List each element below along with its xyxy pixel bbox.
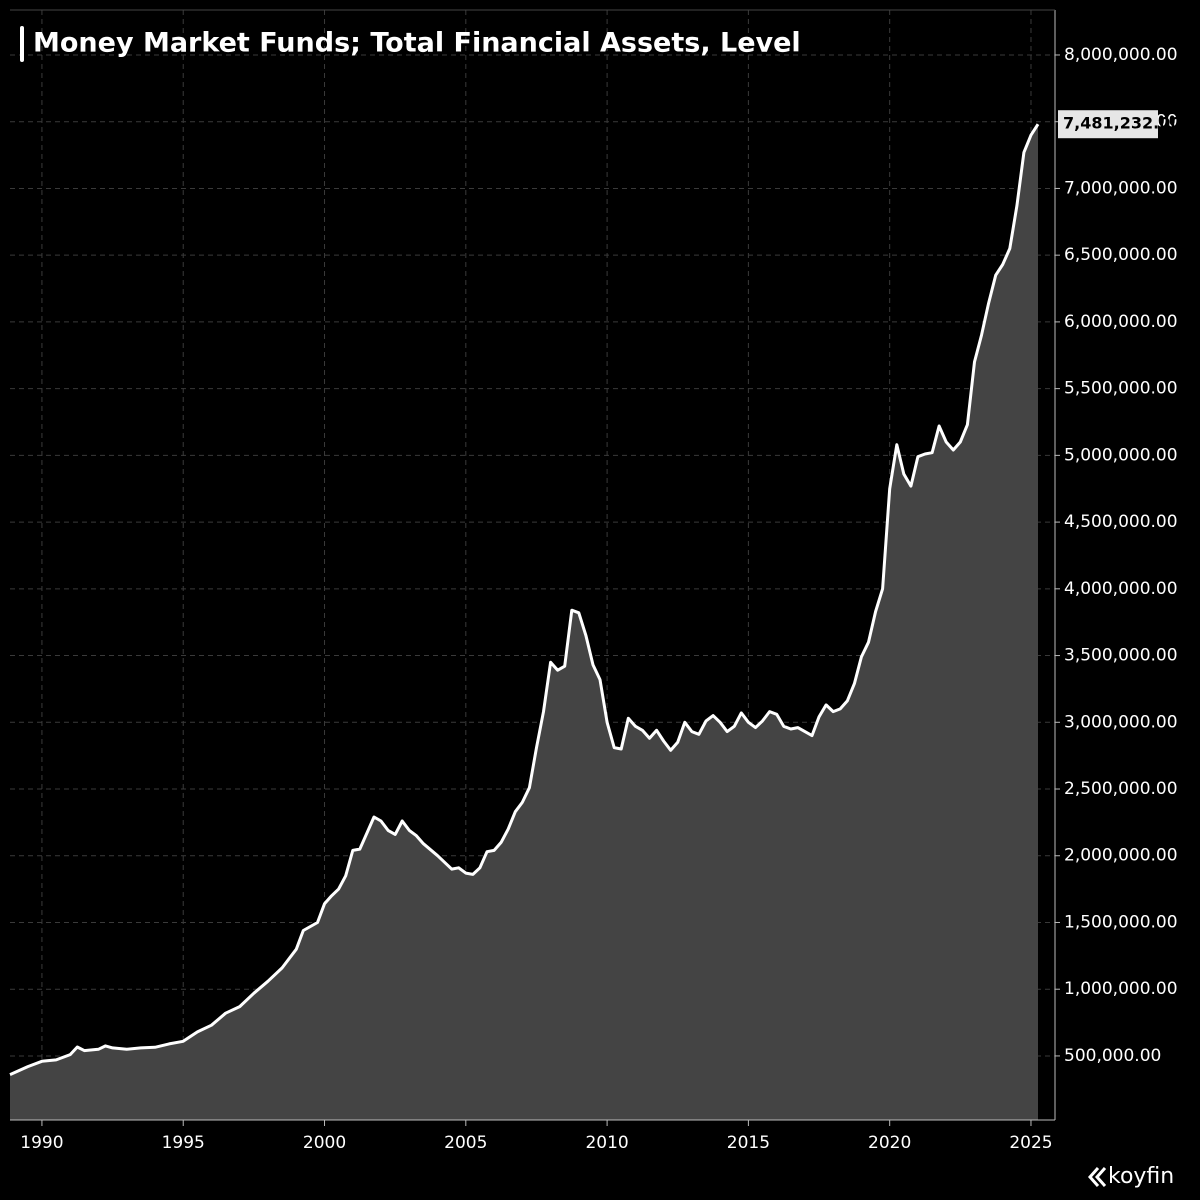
x-tick-label: 2010 <box>585 1133 628 1153</box>
x-tick-label: 2005 <box>444 1133 487 1153</box>
x-tick-label: 2025 <box>1009 1133 1052 1153</box>
x-tick-label: 1995 <box>162 1133 205 1153</box>
area <box>10 124 1038 1120</box>
value-label: 7,481,232.00 <box>1063 114 1181 133</box>
x-tick-label: 2020 <box>868 1133 911 1153</box>
plot-area <box>9 10 1055 1120</box>
chart-title: Money Market Funds; Total Financial Asse… <box>33 28 801 59</box>
brand: koyfin <box>1087 1164 1174 1189</box>
y-tick-label: 3,000,000.00 <box>1064 712 1178 732</box>
y-tick-label: 1,500,000.00 <box>1064 912 1178 932</box>
title-marker <box>20 26 24 62</box>
brand-logo <box>1087 1167 1107 1187</box>
x-tick-label: 2000 <box>303 1133 346 1153</box>
y-tick-label: 5,000,000.00 <box>1064 445 1178 465</box>
line <box>9 123 1040 1076</box>
y-tick-label: 500,000.00 <box>1064 1046 1161 1066</box>
y-tick-label: 2,000,000.00 <box>1064 846 1178 866</box>
x-tick-label: 1990 <box>20 1133 63 1153</box>
y-tick-label: 8,000,000.00 <box>1064 45 1178 65</box>
y-tick-label: 5,500,000.00 <box>1064 379 1178 399</box>
brand-name: koyfin <box>1108 1164 1174 1189</box>
x-tick-label: 2015 <box>727 1133 770 1153</box>
y-tick-label: 6,000,000.00 <box>1064 312 1178 332</box>
y-tick-label: 2,500,000.00 <box>1064 779 1178 799</box>
y-tick-label: 4,000,000.00 <box>1064 579 1178 599</box>
y-tick-label: 3,500,000.00 <box>1064 646 1178 666</box>
y-tick-label: 7,000,000.00 <box>1064 178 1178 198</box>
value-label-box <box>1058 110 1158 139</box>
y-tick-label: 4,500,000.00 <box>1064 512 1178 532</box>
y-tick-label: 6,500,000.00 <box>1064 245 1178 265</box>
y-tick-label: 1,000,000.00 <box>1064 979 1178 999</box>
